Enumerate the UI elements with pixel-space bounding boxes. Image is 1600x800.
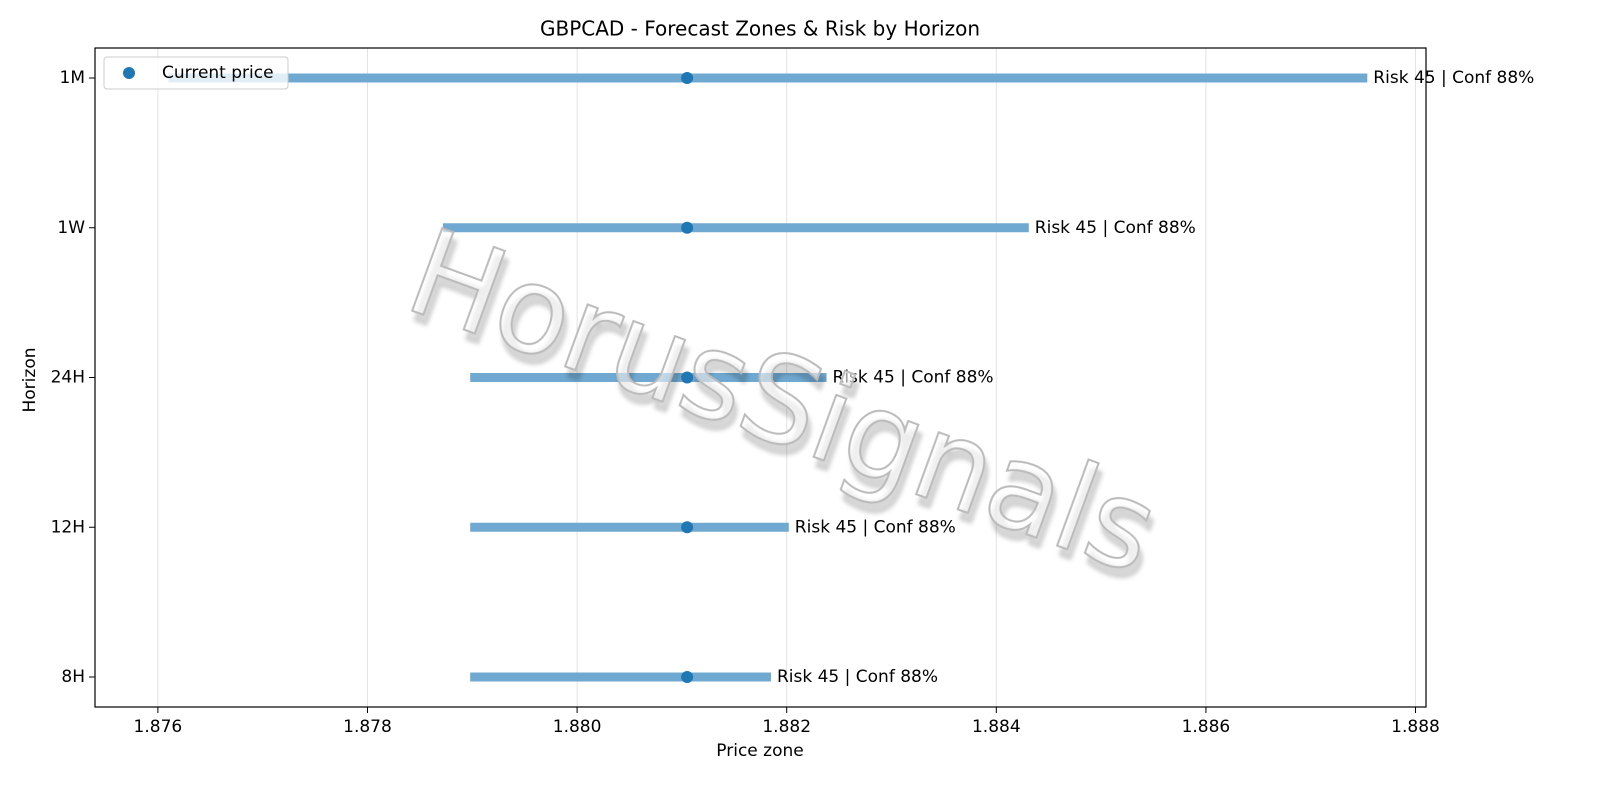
current-price-dot bbox=[681, 671, 694, 683]
x-tick-label: 1.886 bbox=[1182, 717, 1231, 737]
chart-title: GBPCAD - Forecast Zones & Risk by Horizo… bbox=[540, 17, 980, 41]
annotation: Risk 45 | Conf 88% bbox=[1035, 218, 1196, 238]
current-price-dot bbox=[681, 521, 694, 534]
y-tick-label: 8H bbox=[61, 667, 85, 687]
legend-marker bbox=[123, 67, 135, 79]
plot-frame bbox=[94, 47, 1427, 708]
y-tick-label: 1W bbox=[57, 218, 85, 238]
y-tick-label: 24H bbox=[51, 368, 85, 388]
y-axis-label: Horizon bbox=[20, 348, 40, 413]
current-price-dot bbox=[681, 72, 694, 84]
current-price-dot bbox=[681, 371, 694, 384]
annotation: Risk 45 | Conf 88% bbox=[777, 667, 938, 687]
x-tick-label: 1.882 bbox=[762, 717, 811, 737]
watermark: HorusSignals bbox=[391, 204, 1174, 602]
legend-label: Current price bbox=[162, 63, 274, 83]
x-tick-label: 1.888 bbox=[1391, 717, 1440, 737]
x-tick-label: 1.880 bbox=[553, 717, 602, 737]
annotation: Risk 45 | Conf 88% bbox=[1373, 68, 1534, 88]
x-tick-label: 1.884 bbox=[972, 717, 1021, 737]
y-tick-label: 12H bbox=[51, 517, 85, 537]
annotation: Risk 45 | Conf 88% bbox=[833, 368, 994, 388]
legend-box bbox=[103, 56, 289, 90]
x-axis-label: Price zone bbox=[716, 741, 803, 761]
annotation: Risk 45 | Conf 88% bbox=[795, 517, 956, 537]
x-tick-label: 1.876 bbox=[134, 717, 183, 737]
current-price-dot bbox=[681, 221, 694, 234]
x-tick-label: 1.878 bbox=[343, 717, 392, 737]
y-tick-label: 1M bbox=[60, 68, 85, 88]
